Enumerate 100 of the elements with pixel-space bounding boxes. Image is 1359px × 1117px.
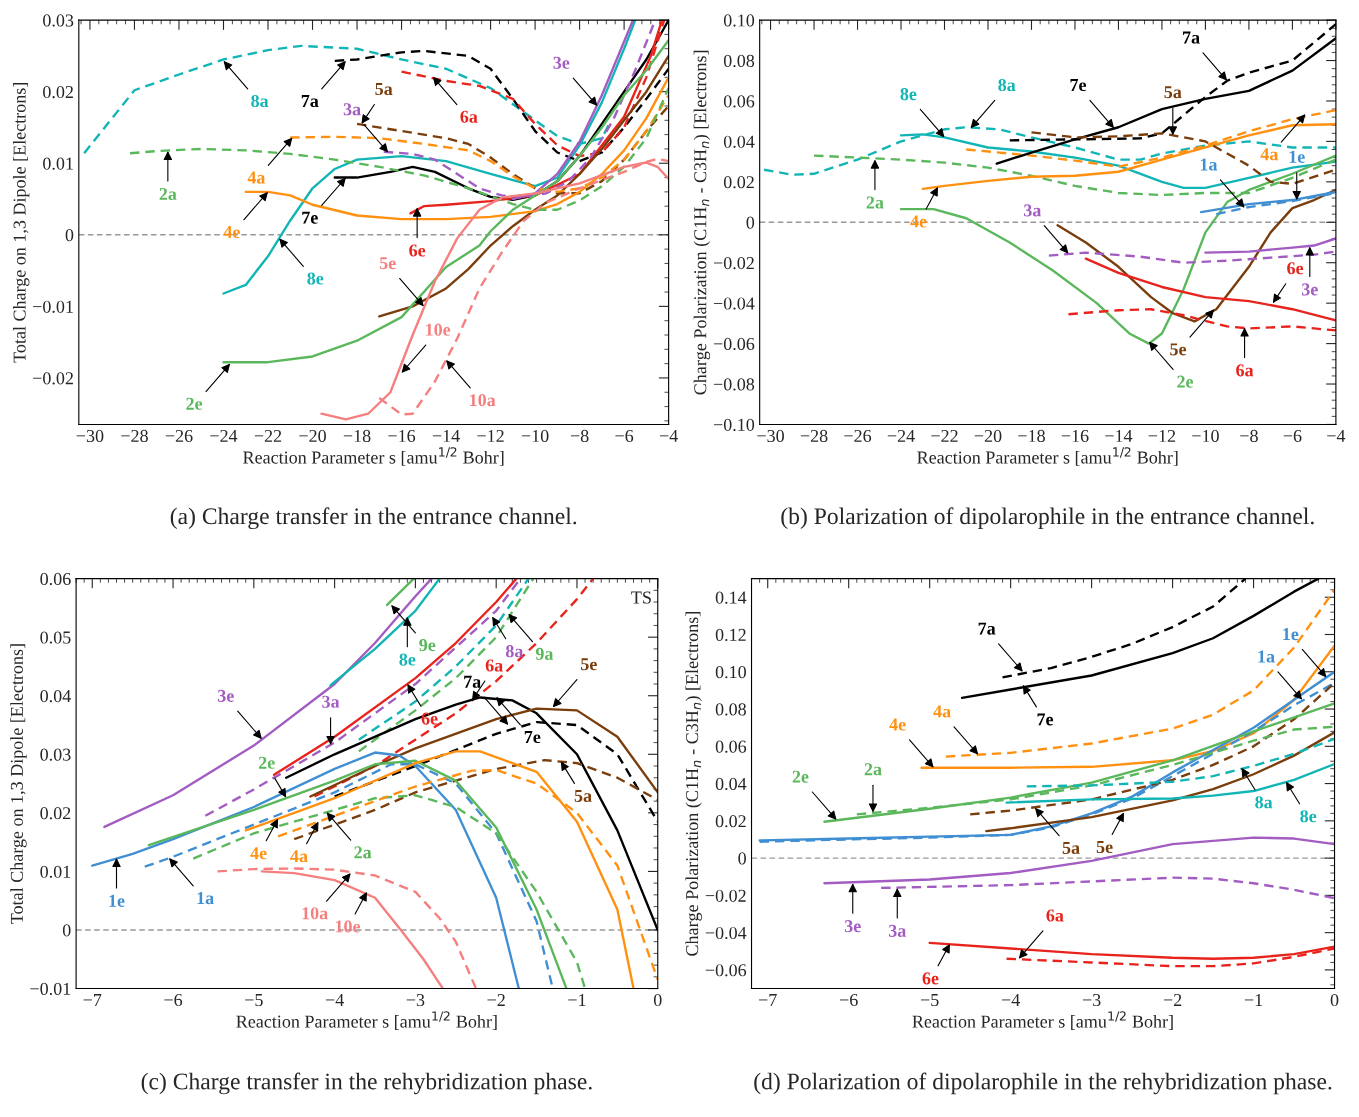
x-tick-label: −10 bbox=[1192, 429, 1219, 443]
annotation: 7e bbox=[302, 211, 318, 224]
annotation: 5e bbox=[581, 658, 597, 671]
line-series bbox=[216, 867, 478, 989]
annotation: 3a bbox=[1023, 204, 1042, 217]
x-tick-label: −5 bbox=[920, 994, 939, 1007]
x-tick-label: −18 bbox=[1018, 429, 1045, 443]
annotation: 8a bbox=[998, 78, 1016, 92]
x-tick-label: −6 bbox=[1283, 429, 1302, 443]
y-tick-label: 0.02 bbox=[715, 815, 746, 828]
x-tick-label: −4 bbox=[1327, 429, 1346, 442]
y-tick-label: −0.04 bbox=[705, 926, 747, 940]
x-tick-label: 0 bbox=[653, 993, 662, 1007]
y-tick-label: 0.06 bbox=[715, 740, 747, 753]
y-tick-label: 0 bbox=[738, 852, 746, 865]
y-tick-label: −0.04 bbox=[713, 297, 755, 310]
x-tick-label: −2 bbox=[1163, 993, 1182, 1006]
annotation: 9a bbox=[535, 647, 554, 660]
y-tick-label: −0.02 bbox=[705, 889, 746, 902]
annotation: 2e bbox=[258, 756, 275, 769]
x-tick-label: −14 bbox=[1105, 429, 1133, 442]
annotation: 6a bbox=[1046, 909, 1064, 922]
x-tick-label: −1 bbox=[568, 994, 586, 1006]
annotation: 1a bbox=[197, 892, 214, 905]
text: (c) Charge transfer in the rehybridization phase. bbox=[141, 1072, 592, 1095]
y-tick-label: −0.01 bbox=[30, 982, 71, 996]
line-series bbox=[1030, 131, 1336, 186]
annotation: 2a bbox=[354, 846, 372, 859]
annotation: 8e bbox=[1300, 810, 1317, 823]
text: (a) Charge transfer in the entrance channel. bbox=[170, 507, 577, 530]
x-tick-label: −8 bbox=[1240, 429, 1258, 443]
x-tick-label: −16 bbox=[1061, 429, 1089, 443]
x-axis-title: Reaction Parameter s [amu$^{1/2}$ Bohr] bbox=[917, 447, 1178, 466]
x-tick-label: −16 bbox=[388, 429, 416, 443]
annotation: 5a bbox=[574, 789, 592, 802]
y-tick-label: −0.10 bbox=[713, 418, 755, 431]
annotation: 1a bbox=[1258, 650, 1275, 663]
y-tick-label: 0 bbox=[62, 924, 71, 937]
x-tick-label: −4 bbox=[659, 429, 678, 442]
annotation: 2a bbox=[864, 763, 882, 776]
annotation: 10e bbox=[426, 323, 451, 336]
annotation: 5a bbox=[375, 83, 393, 96]
x-tick-label: −26 bbox=[165, 429, 193, 443]
line-series bbox=[920, 644, 1335, 769]
annotation: 1e bbox=[1283, 628, 1299, 641]
x-tick-label: −12 bbox=[477, 429, 504, 442]
x-tick-label: −30 bbox=[757, 429, 784, 443]
y-tick-label: 0.03 bbox=[43, 14, 74, 27]
annotation: 4e bbox=[889, 718, 906, 731]
x-tick-label: −3 bbox=[1082, 993, 1101, 1007]
y-tick-label: −0.01 bbox=[33, 300, 73, 313]
x-tick-label: −6 bbox=[164, 993, 183, 1007]
annotation: 3e bbox=[844, 920, 861, 933]
y-tick-label: 0.10 bbox=[723, 14, 755, 27]
annotation: 7e bbox=[524, 731, 541, 744]
annotation: 5a bbox=[1164, 86, 1182, 99]
x-tick-label: −28 bbox=[800, 429, 828, 443]
y-tick-label: −0.02 bbox=[713, 256, 754, 270]
x-tick-label: −24 bbox=[887, 429, 915, 442]
annotation: 2e bbox=[186, 397, 203, 410]
x-axis-title: Reaction Parameter s [amu$^{1/2}$ Bohr] bbox=[236, 1011, 497, 1030]
x-tick-label: −6 bbox=[615, 429, 634, 443]
line-series bbox=[823, 702, 1335, 823]
annotation: 6e bbox=[1287, 262, 1304, 275]
x-axis-title: Reaction Parameter s [amu$^{1/2}$ Bohr] bbox=[912, 1011, 1173, 1030]
y-tick-label: 0.10 bbox=[715, 666, 746, 679]
x-tick-label: 0 bbox=[1330, 993, 1339, 1007]
annotation: 10a bbox=[302, 907, 328, 920]
x-tick-label: −7 bbox=[83, 994, 102, 1006]
y-tick-label: 0.04 bbox=[715, 777, 747, 791]
annotation: 3a bbox=[888, 924, 907, 937]
annotation: 4a bbox=[247, 171, 266, 184]
x-tick-label: −14 bbox=[432, 429, 460, 442]
y-tick-label: 0.01 bbox=[43, 157, 73, 170]
x-tick-label: −28 bbox=[121, 429, 148, 443]
annotation: 7a bbox=[464, 675, 481, 688]
line-series bbox=[329, 578, 441, 687]
annotation: 10a bbox=[470, 394, 496, 407]
annotation: 3e bbox=[1301, 283, 1318, 296]
annotation: 8e bbox=[399, 653, 416, 666]
annotation: 2e bbox=[1177, 375, 1194, 388]
y-tick-label: −0.06 bbox=[713, 337, 755, 351]
annotation: 4e bbox=[223, 225, 240, 239]
annotation: 8e bbox=[900, 88, 917, 101]
annotation: 3a bbox=[343, 103, 361, 116]
y-tick-label: 0.14 bbox=[715, 591, 747, 604]
annotation: 3e bbox=[553, 56, 570, 69]
x-axis-title: Reaction Parameter s [amu$^{1/2}$ Bohr] bbox=[243, 447, 504, 466]
annotation: 8a bbox=[1255, 796, 1273, 809]
line-series bbox=[823, 836, 1335, 885]
annotation: 2a bbox=[866, 196, 884, 209]
annotation: 6a bbox=[1236, 364, 1254, 377]
x-tick-label: −18 bbox=[343, 429, 371, 443]
annotation: 7a bbox=[301, 95, 319, 108]
line-series bbox=[1025, 737, 1335, 788]
x-tick-label: −24 bbox=[210, 429, 238, 442]
y-axis-title: Total Charge on 1,3 Dipole [Electrons] bbox=[10, 644, 27, 924]
annotation: 5e bbox=[1096, 841, 1113, 854]
x-tick-label: −12 bbox=[1148, 429, 1176, 442]
y-tick-label: 0 bbox=[65, 229, 74, 242]
